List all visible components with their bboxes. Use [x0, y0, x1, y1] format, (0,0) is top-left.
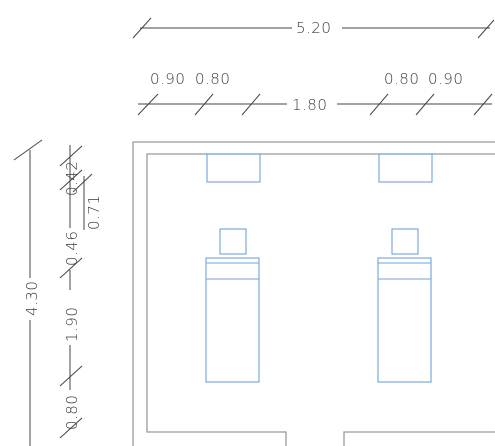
v-second-label: 0.46	[63, 231, 81, 266]
middle-dimension-label: 1.80	[292, 96, 327, 114]
left-bed-set	[205, 153, 261, 383]
room-walls	[132, 141, 495, 446]
total-height-label: 4.30	[23, 281, 41, 316]
right-pillow	[391, 228, 419, 255]
left-pillow	[219, 228, 247, 255]
total-width-label: 5.20	[296, 19, 331, 37]
left-bed	[205, 257, 260, 383]
left-nightstand	[206, 153, 261, 183]
right-bed-set	[377, 153, 433, 383]
right-outer-label: 0.90	[428, 70, 463, 88]
right-inner-label: 0.80	[384, 70, 419, 88]
height-dimensions: 4.30 0.42 0.71 0.46 1.90 0.80	[13, 139, 103, 446]
v-bottom-label: 0.80	[63, 395, 81, 430]
right-bed	[377, 257, 432, 383]
left-outer-label: 0.90	[150, 70, 185, 88]
left-inner-label: 0.80	[195, 70, 230, 88]
v-top-right-label: 0.71	[85, 195, 103, 230]
total-width-dimension: 5.20	[132, 17, 495, 39]
right-nightstand	[378, 153, 433, 183]
v-top-label: 0.42	[63, 161, 81, 196]
segment-dimensions: 0.90 0.80 0.80 0.90 1.80	[137, 70, 493, 116]
v-bed-label: 1.90	[63, 307, 81, 342]
